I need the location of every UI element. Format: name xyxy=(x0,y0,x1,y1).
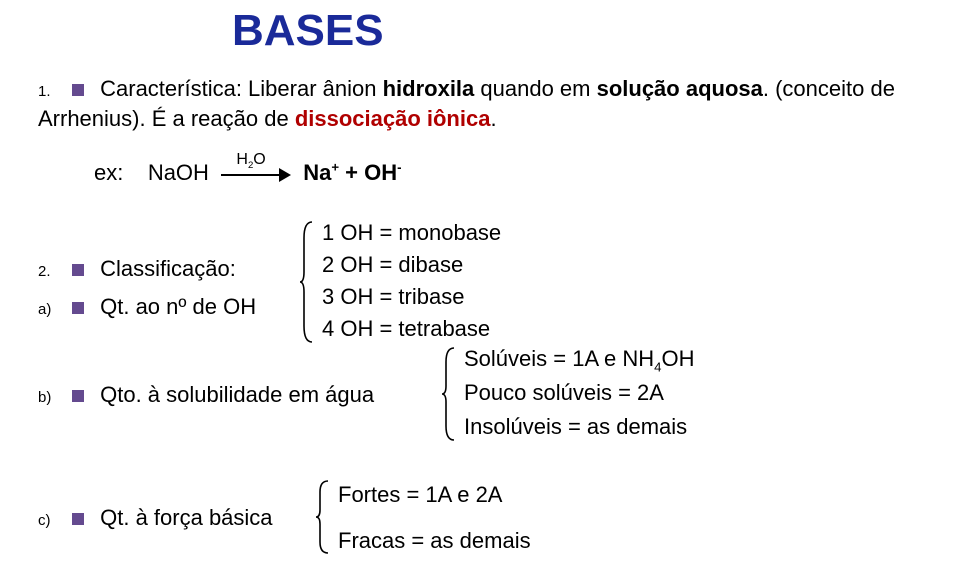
reaction-arrow: H2O xyxy=(221,163,291,185)
brace-forca xyxy=(316,478,330,556)
bullet-icon xyxy=(72,264,84,276)
item-2: 2. Classificação: xyxy=(38,254,236,284)
solub-1-pre: Solúveis = 1A e NH xyxy=(464,346,654,371)
sub-b-num: b) xyxy=(38,388,66,408)
rhs-na-sup: + xyxy=(331,160,339,175)
bullet-icon xyxy=(72,302,84,314)
rhs-plus: + OH xyxy=(339,160,397,185)
solub-1: Solúveis = 1A e NH4OH xyxy=(464,344,695,376)
sub-c-label: Qt. à força básica xyxy=(100,505,272,530)
brace-solub xyxy=(442,344,456,444)
rhs: Na+ + OH- xyxy=(303,160,401,185)
item-1-keyword: hidroxila xyxy=(383,76,475,101)
bullet-icon xyxy=(72,513,84,525)
sub-a-num: a) xyxy=(38,300,66,320)
bullet-icon xyxy=(72,390,84,402)
page-title: BASES xyxy=(232,6,384,56)
solub-1-sub: 4 xyxy=(654,359,661,374)
item-1-keyword2: solução aquosa xyxy=(597,76,763,101)
title-text: BASES xyxy=(232,6,384,55)
sub-c-num: c) xyxy=(38,511,66,531)
arrow-label-h: H xyxy=(236,151,248,168)
brace-oh xyxy=(300,218,314,346)
solub-3: Insolúveis = as demais xyxy=(464,412,687,442)
item-1-keyword3: dissociação iônica xyxy=(295,106,491,131)
item-2-label: Classificação: xyxy=(100,256,236,281)
slide: BASES 1. Característica: Liberar ânion h… xyxy=(0,0,960,571)
arrow-line-icon xyxy=(221,174,281,176)
arrow-label: H2O xyxy=(221,149,281,173)
item-1-text-2: quando em xyxy=(474,76,596,101)
sub-a: a) Qt. ao nº de OH xyxy=(38,292,256,322)
reaction-ex: ex: xyxy=(94,160,123,185)
oh-rule-1: 1 OH = monobase xyxy=(322,218,501,248)
reaction-lhs: NaOH xyxy=(148,160,209,185)
oh-rule-2: 2 OH = dibase xyxy=(322,250,463,280)
sub-b-label: Qto. à solubilidade em água xyxy=(100,382,374,407)
oh-rule-3: 3 OH = tribase xyxy=(322,282,464,312)
item-2-num: 2. xyxy=(38,262,66,282)
sub-b: b) Qto. à solubilidade em água xyxy=(38,380,374,410)
arrow-head-icon xyxy=(279,168,291,182)
forca-2: Fracas = as demais xyxy=(338,526,531,556)
sub-c: c) Qt. à força básica xyxy=(38,503,273,533)
item-1-num: 1. xyxy=(38,82,66,102)
item-1: 1. Característica: Liberar ânion hidroxi… xyxy=(38,74,918,133)
solub-1-post: OH xyxy=(662,346,695,371)
bullet-icon xyxy=(72,84,84,96)
item-1-text-1: Característica: Liberar ânion xyxy=(100,76,382,101)
item-1-text-4: . xyxy=(490,106,496,131)
oh-rule-4: 4 OH = tetrabase xyxy=(322,314,490,344)
rhs-oh-sup: - xyxy=(397,160,401,175)
forca-1: Fortes = 1A e 2A xyxy=(338,480,502,510)
rhs-na: Na xyxy=(303,160,331,185)
sub-a-label: Qt. ao nº de OH xyxy=(100,294,256,319)
solub-2: Pouco solúveis = 2A xyxy=(464,378,664,408)
reaction-line: ex: NaOH H2O Na+ + OH- xyxy=(94,158,402,188)
arrow-label-o: O xyxy=(253,151,265,168)
